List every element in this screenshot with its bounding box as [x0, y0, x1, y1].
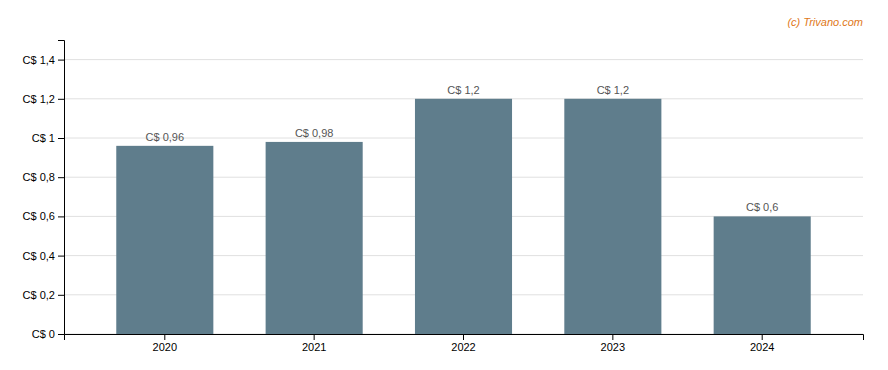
tick-mark — [164, 334, 165, 340]
tick-mark — [58, 216, 64, 217]
x-tick: 2021 — [302, 334, 326, 353]
tick-label: 2024 — [750, 341, 774, 353]
data-labels: C$ 0,96 C$ 0,98 C$ 1,2 C$ 1,2 C$ 0,6 — [146, 84, 779, 214]
tick-mark — [58, 138, 64, 139]
tick-label: 2023 — [601, 341, 625, 353]
bars — [116, 99, 810, 334]
x-tick: 2023 — [601, 334, 625, 353]
bar — [266, 142, 363, 334]
data-label: C$ 0,96 — [146, 131, 185, 143]
tick-label: 2020 — [153, 341, 177, 353]
tick-mark — [762, 334, 763, 340]
y-tick: C$ 1,2 — [23, 93, 64, 105]
bar — [415, 99, 512, 334]
grid-line — [64, 59, 863, 60]
data-label: C$ 1,2 — [447, 84, 479, 96]
tick-mark — [463, 334, 464, 340]
tick-mark — [612, 334, 613, 340]
axis-line — [58, 41, 65, 335]
y-axis: C$ 0 C$ 0,2 C$ 0,4 C$ 0,6 C$ 0,8 C$ 1 C$ 1,2 C$… — [23, 41, 65, 341]
tick-label: C$ 0,8 — [23, 171, 55, 183]
chart: C$ 0C$ 0,2C$ 0,4C$ 0,6C$ 0,8C$ 1C$ 1,2C$… — [0, 0, 888, 370]
y-tick: C$ 1,4 — [23, 54, 64, 66]
y-tick: C$ 0,8 — [23, 171, 64, 183]
tick-mark — [58, 177, 64, 178]
annotation: (c) Trivano.com — [787, 16, 863, 28]
tick-mark — [58, 60, 64, 61]
y-tick: C$ 0,6 — [23, 210, 64, 222]
x-tick: 2020 — [153, 334, 177, 353]
grid — [64, 60, 863, 334]
tick-label: C$ 0,6 — [23, 210, 55, 222]
bar — [116, 146, 213, 334]
y-tick: C$ 0,4 — [23, 250, 64, 262]
tick-mark — [58, 99, 64, 100]
y-tick: C$ 0,2 — [23, 289, 64, 301]
tick-mark — [58, 295, 64, 296]
tick-label: C$ 1,2 — [23, 93, 55, 105]
y-tick: C$ 1 — [32, 132, 64, 144]
bar — [564, 99, 661, 334]
data-label: C$ 0,98 — [295, 127, 334, 139]
axis-line — [65, 335, 864, 341]
tick-label: C$ 0,4 — [23, 250, 55, 262]
data-label: C$ 1,2 — [597, 84, 629, 96]
data-label: C$ 0,6 — [746, 201, 778, 213]
x-axis: 2020 2021 2022 2023 2024 — [65, 334, 864, 353]
tick-label: C$ 1 — [32, 132, 55, 144]
x-tick: 2022 — [451, 334, 475, 353]
tick-mark — [58, 334, 64, 335]
x-tick: 2024 — [750, 334, 774, 353]
y-tick: C$ 0 — [32, 328, 64, 340]
bar — [714, 216, 811, 334]
plot: C$ 0C$ 0,2C$ 0,4C$ 0,6C$ 0,8C$ 1C$ 1,2C$… — [23, 41, 864, 353]
tick-label: C$ 1,4 — [23, 54, 55, 66]
tick-label: 2022 — [451, 341, 475, 353]
tick-label: C$ 0 — [32, 328, 55, 340]
tick-mark — [58, 256, 64, 257]
tick-label: 2021 — [302, 341, 326, 353]
tick-label: C$ 0,2 — [23, 289, 55, 301]
tick-mark — [314, 334, 315, 340]
